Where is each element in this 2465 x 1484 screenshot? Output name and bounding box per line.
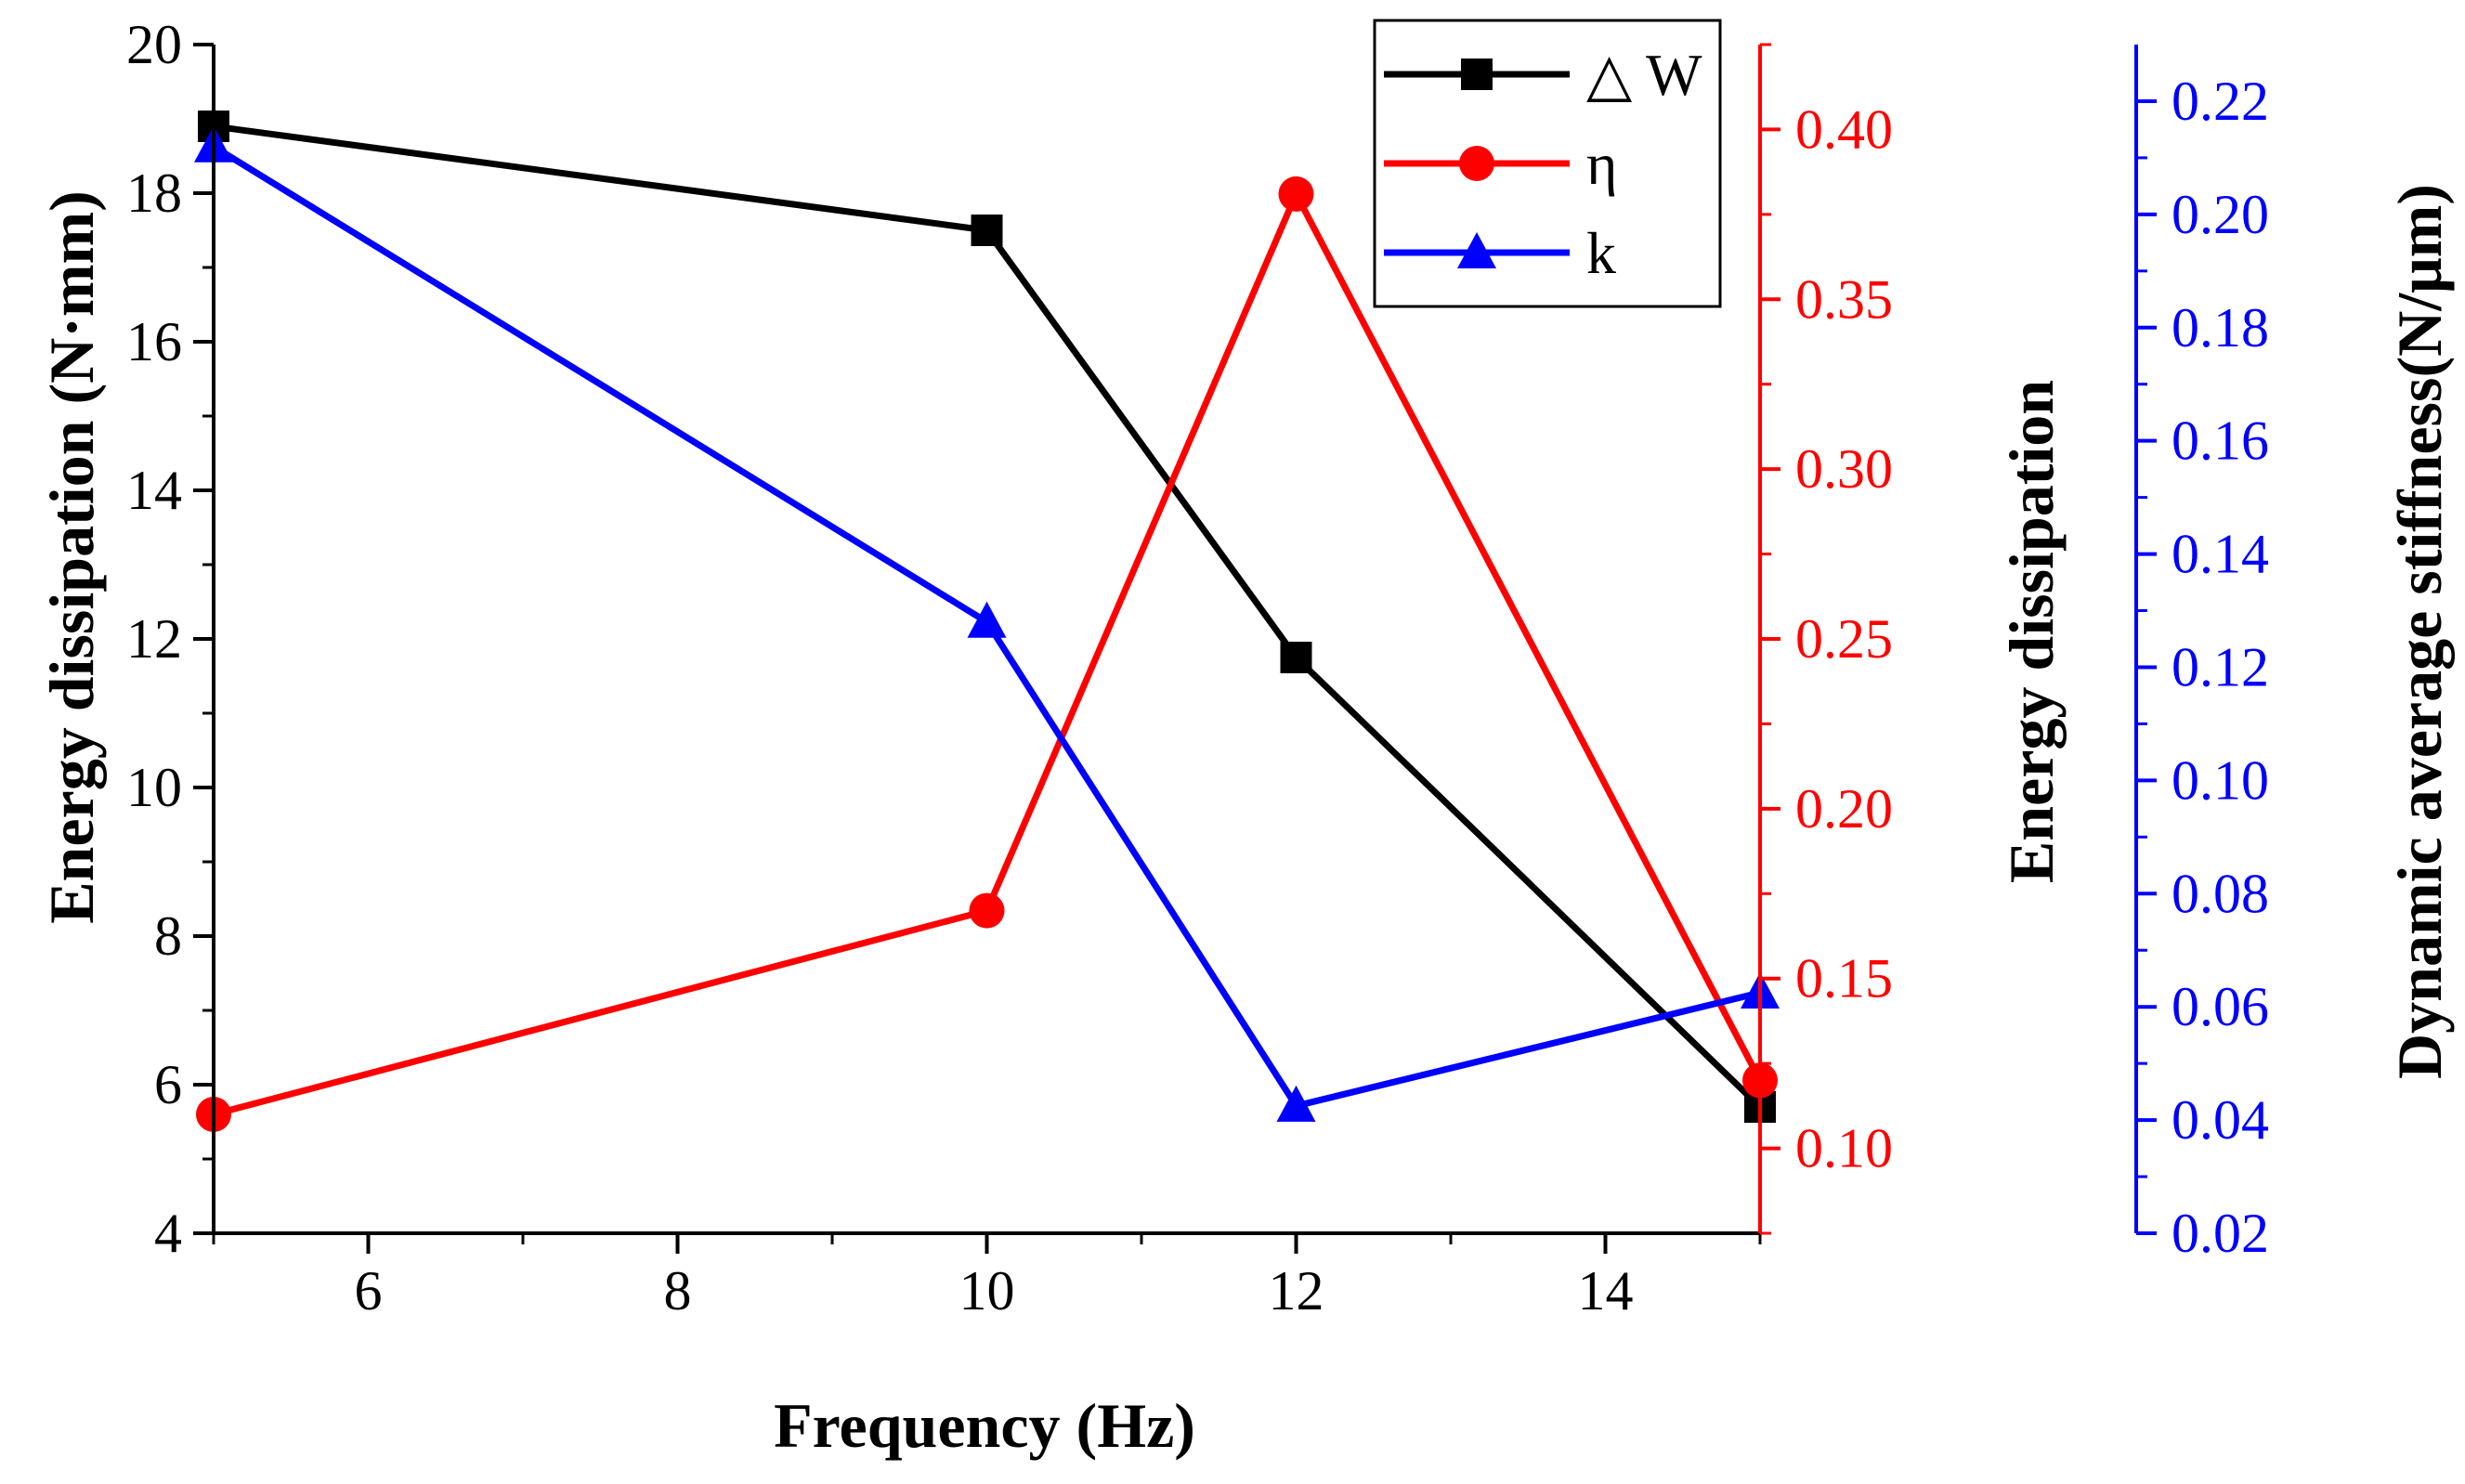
legend-label: η — [1586, 131, 1617, 197]
left-tick-label: 20 — [126, 14, 182, 75]
series-2-point — [1276, 1085, 1316, 1122]
right1-axis-label: Energy dissipation — [1996, 380, 2067, 883]
right1-tick-label: 0.25 — [1795, 608, 1893, 670]
legend-label: k — [1586, 220, 1616, 286]
legend-marker — [1457, 232, 1496, 268]
x-tick-label: 10 — [959, 1260, 1015, 1321]
right2-tick-label: 0.08 — [2172, 863, 2269, 924]
right2-tick-label: 0.20 — [2172, 184, 2269, 245]
left-tick-label: 6 — [154, 1054, 182, 1115]
left-tick-label: 14 — [126, 460, 182, 521]
legend: △ W ηk — [1373, 19, 1722, 308]
left-tick-label: 8 — [154, 905, 182, 967]
left-tick-label: 12 — [126, 608, 182, 670]
left-tick-label: 18 — [126, 163, 182, 224]
bottom-axis: 6 8 10 12 14 — [212, 1231, 1762, 1321]
series-0-point — [971, 215, 1003, 246]
series-line-2 — [212, 143, 1761, 1110]
right2-tick-label: 0.22 — [2172, 71, 2269, 132]
right2-tick-label: 0.12 — [2172, 636, 2269, 697]
x-tick-label: 6 — [355, 1260, 383, 1321]
right2-tick-label: 0.02 — [2172, 1203, 2269, 1264]
legend-label: △ W — [1586, 42, 1702, 108]
series-0-point — [1280, 642, 1312, 673]
legend-marker — [1461, 59, 1493, 90]
series-2-point — [967, 601, 1007, 638]
plot-markers — [194, 111, 1780, 1132]
right1-tick-label: 0.15 — [1795, 948, 1893, 1009]
right2-tick-label: 0.16 — [2172, 410, 2269, 472]
right2-axis-label: Dynamic average stiffness(N/μm) — [2384, 184, 2455, 1079]
left-tick-label: 4 — [154, 1203, 182, 1264]
right1-axis: 0.10 0.15 0.20 0.25 0.30 0.35 0.40 — [1758, 43, 1893, 1235]
right2-tick-label: 0.18 — [2172, 297, 2269, 358]
right2-axis: 0.02 0.04 0.06 0.08 0.10 0.12 0.14 0.16 0.18 0.20… — [2134, 45, 2269, 1264]
legend-marker — [1459, 146, 1494, 181]
plot-lines — [212, 123, 1764, 1118]
left-tick-label: 10 — [126, 757, 182, 818]
right1-tick-label: 0.20 — [1795, 778, 1893, 840]
x-tick-label: 12 — [1269, 1260, 1324, 1321]
series-1-point — [969, 892, 1005, 929]
left-tick-label: 16 — [126, 311, 182, 372]
x-axis-label: Frequency (Hz) — [774, 1390, 1195, 1461]
right2-tick-label: 0.04 — [2172, 1089, 2269, 1151]
x-tick-label: 14 — [1578, 1260, 1634, 1321]
left-axis: 4 6 8 10 12 14 16 18 20 — [126, 14, 215, 1264]
right1-tick-label: 0.10 — [1795, 1118, 1893, 1179]
right1-tick-label: 0.35 — [1795, 268, 1893, 330]
series-1-point — [1278, 176, 1314, 212]
right1-tick-label: 0.40 — [1795, 98, 1893, 160]
left-axis-label: Energy dissipation (N·mm) — [36, 190, 107, 924]
right1-tick-label: 0.30 — [1795, 438, 1893, 500]
series-line-1 — [213, 190, 1764, 1118]
right2-tick-label: 0.06 — [2172, 976, 2269, 1037]
x-tick-label: 8 — [664, 1260, 692, 1321]
right2-tick-label: 0.14 — [2172, 524, 2269, 585]
right2-tick-label: 0.10 — [2172, 749, 2269, 811]
series-line-0 — [213, 123, 1763, 1110]
